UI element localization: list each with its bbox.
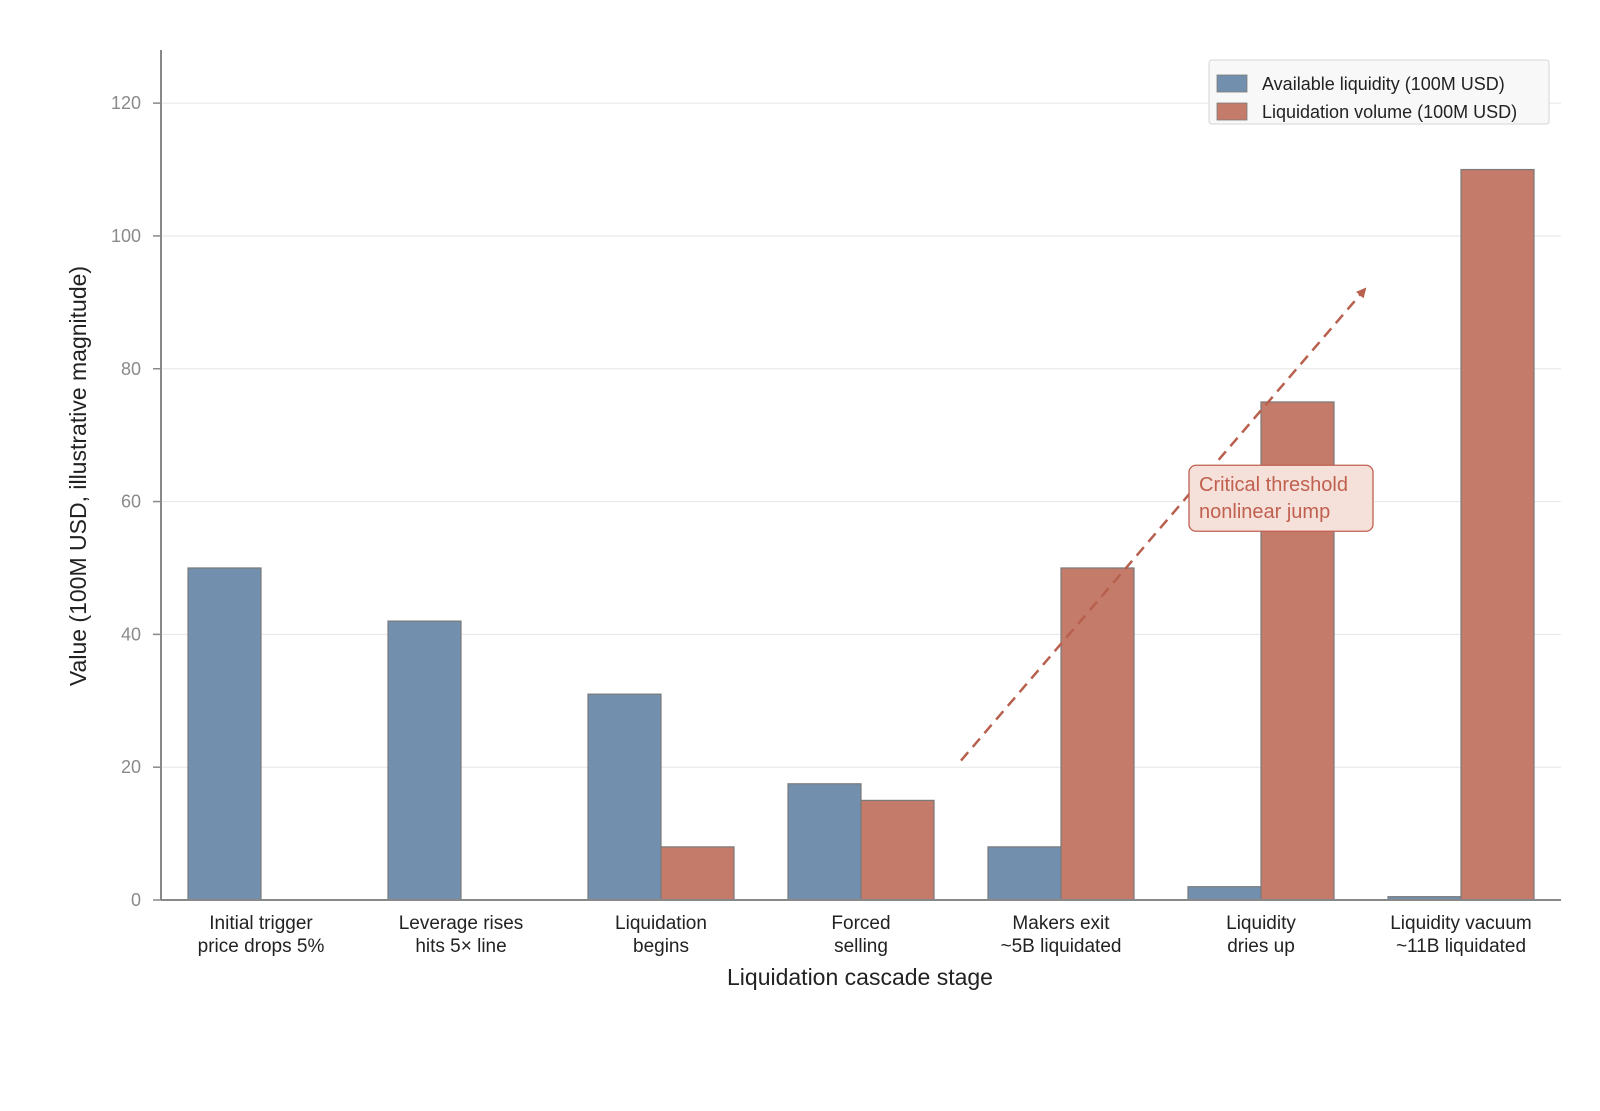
x-tick-label: Makers exit ~5B liquidated bbox=[1001, 913, 1122, 957]
x-tick-label: Liquidation begins bbox=[615, 913, 707, 957]
x-tick-label: Leverage rises hits 5× line bbox=[399, 913, 524, 957]
axes bbox=[160, 50, 1561, 901]
annotation-text: Critical threshold nonlinear jump bbox=[1199, 474, 1348, 523]
legend-swatch bbox=[1216, 74, 1248, 93]
bar-available-liquidity bbox=[387, 620, 462, 901]
bar-liquidation-volume bbox=[660, 846, 735, 901]
y-tick-label: 40 bbox=[121, 624, 141, 644]
legend-swatch bbox=[1216, 102, 1248, 121]
y-tick-label: 60 bbox=[121, 492, 141, 512]
gridlines bbox=[161, 102, 1561, 768]
bar-liquidation-volume bbox=[860, 799, 935, 901]
legend[interactable]: Available liquidity (100M USD) Liquidatio… bbox=[1208, 59, 1550, 125]
bar-available-liquidity bbox=[187, 567, 262, 901]
y-tick-label: 20 bbox=[121, 757, 141, 777]
bars bbox=[187, 168, 1535, 901]
bar-available-liquidity bbox=[787, 783, 862, 901]
category-labels: Initial trigger price drops 5% Leverage ri… bbox=[198, 913, 1532, 957]
y-axis-title: Value (100M USD, illustrative magnitude) bbox=[65, 266, 91, 686]
annotation-box bbox=[1188, 464, 1374, 532]
y-tick-label: 120 bbox=[111, 93, 141, 113]
threshold-arrow bbox=[960, 287, 1367, 762]
bar-available-liquidity bbox=[587, 693, 662, 901]
tick-labels: 0 20 40 60 80 100 120 bbox=[111, 93, 161, 910]
bar-liquidation-volume bbox=[1060, 567, 1135, 901]
y-tick-label: 80 bbox=[121, 359, 141, 379]
legend-frame bbox=[1208, 59, 1550, 125]
x-axis-title: Liquidation cascade stage bbox=[727, 964, 993, 990]
y-tick-label: 100 bbox=[111, 226, 141, 246]
legend-label: Liquidation volume (100M USD) bbox=[1262, 102, 1517, 122]
x-tick-label: Liquidity vacuum ~11B liquidated bbox=[1390, 913, 1532, 957]
annotation: Critical threshold nonlinear jump bbox=[960, 287, 1374, 762]
bar-available-liquidity bbox=[987, 846, 1062, 901]
bar-available-liquidity bbox=[1187, 886, 1262, 901]
legend-label: Available liquidity (100M USD) bbox=[1262, 74, 1505, 94]
y-tick-label: 0 bbox=[131, 890, 141, 910]
x-tick-label: Forced selling bbox=[831, 913, 890, 957]
x-tick-label: Liquidity dries up bbox=[1226, 913, 1296, 957]
bar-liquidation-volume bbox=[1460, 168, 1535, 901]
x-tick-label: Initial trigger price drops 5% bbox=[198, 913, 325, 957]
